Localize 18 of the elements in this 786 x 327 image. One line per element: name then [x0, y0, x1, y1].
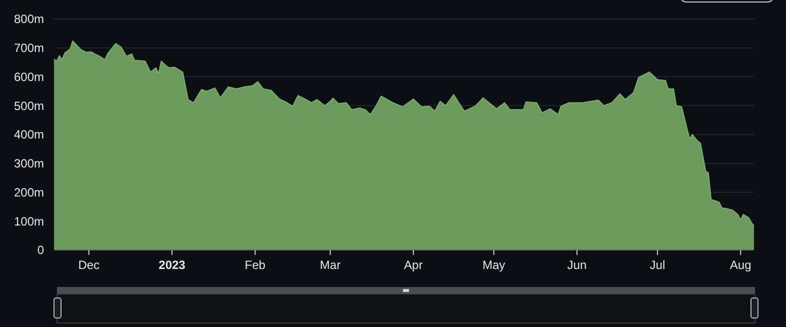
x-tick-label: Feb: [244, 258, 266, 272]
y-tick-label: 200m: [14, 185, 44, 200]
y-tick-label: 800m: [14, 12, 44, 26]
x-tick-label: May: [482, 258, 506, 272]
y-tick-label: 400m: [14, 128, 44, 142]
x-tick-label: 2023: [158, 258, 186, 272]
x-tick-label: Mar: [320, 258, 341, 272]
y-tick-label: 300m: [14, 156, 44, 171]
y-tick-label: 500m: [14, 98, 44, 113]
x-tick-label: Aug: [730, 258, 752, 272]
x-tick-label: Jun: [567, 258, 587, 272]
x-tick-label: Apr: [404, 258, 423, 272]
y-tick-label: 0: [37, 243, 44, 258]
x-tick-label: Dec: [78, 258, 100, 272]
x-tick-label: Jul: [650, 258, 666, 272]
y-tick-label: 700m: [14, 41, 44, 56]
y-tick-label: 100m: [14, 214, 44, 228]
y-tick-label: 600m: [14, 70, 44, 84]
